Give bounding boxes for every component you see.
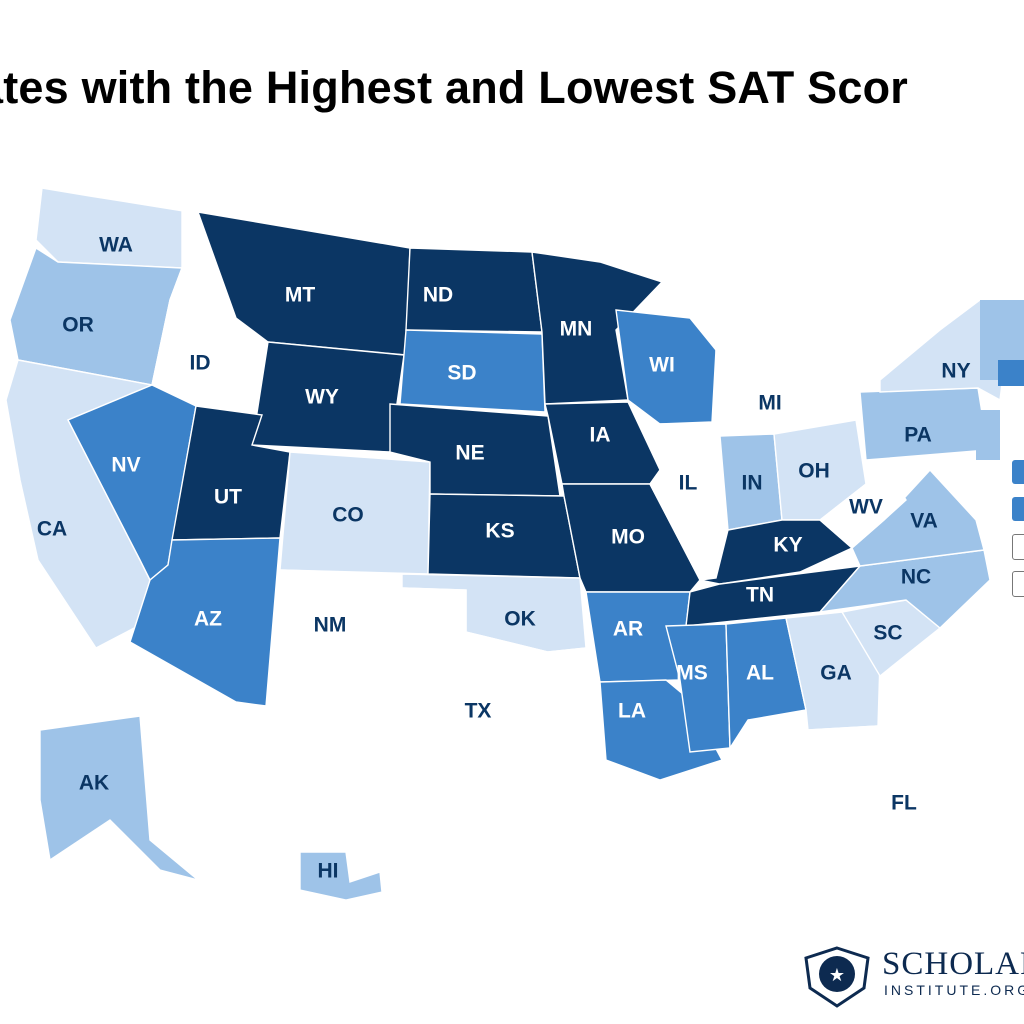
map-title: ates with the Highest and Lowest SAT Sco… <box>0 62 908 113</box>
state-MS <box>665 623 731 753</box>
northeast-small-states <box>976 300 1024 460</box>
legend-swatch-2 <box>1012 497 1024 521</box>
state-WI <box>615 309 717 425</box>
state-label-WY: WY <box>305 386 339 409</box>
state-label-NV: NV <box>111 454 140 477</box>
state-label-AR: AR <box>613 618 643 641</box>
state-label-NM: NM <box>314 614 347 637</box>
state-label-FL: FL <box>891 792 917 815</box>
state-label-PA: PA <box>904 424 932 447</box>
state-label-ID: ID <box>190 352 211 375</box>
state-AK <box>39 715 199 881</box>
state-AZ <box>129 537 281 707</box>
state-label-HI: HI <box>318 860 339 883</box>
state-label-AL: AL <box>746 662 774 685</box>
legend-swatch-4 <box>1012 571 1024 597</box>
state-MN <box>531 251 664 405</box>
state-label-OR: OR <box>62 314 94 337</box>
state-label-AZ: AZ <box>194 608 222 631</box>
state-HI <box>299 851 383 901</box>
state-label-IL: IL <box>679 472 698 495</box>
state-label-UT: UT <box>214 486 242 509</box>
state-label-MO: MO <box>611 526 645 549</box>
logo-subtitle: INSTITUTE.ORG <box>884 982 1024 998</box>
state-label-KS: KS <box>485 520 514 543</box>
state-label-OH: OH <box>798 460 830 483</box>
state-label-MI: MI <box>758 392 781 415</box>
state-label-LA: LA <box>618 700 646 723</box>
state-label-MT: MT <box>285 284 315 307</box>
state-label-MS: MS <box>676 662 708 685</box>
state-label-VA: VA <box>910 510 938 533</box>
scholarship-institute-logo: ★ SCHOLARSI INSTITUTE.ORG <box>800 944 1024 1008</box>
state-label-IN: IN <box>742 472 763 495</box>
state-label-NY: NY <box>941 360 970 383</box>
state-label-WA: WA <box>99 234 133 257</box>
state-label-SD: SD <box>447 362 476 385</box>
state-label-KY: KY <box>773 534 802 557</box>
state-label-GA: GA <box>820 662 852 685</box>
state-label-CA: CA <box>37 518 67 541</box>
state-SD <box>399 329 546 413</box>
state-TX <box>399 587 609 821</box>
state-label-NE: NE <box>455 442 484 465</box>
state-WV <box>818 473 907 549</box>
state-label-WI: WI <box>649 354 675 377</box>
legend-swatch-1 <box>1012 460 1024 484</box>
logo-name: SCHOLARSI <box>882 946 1024 982</box>
state-AL <box>725 617 807 751</box>
state-label-MN: MN <box>560 318 593 341</box>
state-NM <box>279 569 403 713</box>
state-label-SC: SC <box>873 622 902 645</box>
state-label-WV: WV <box>849 496 883 519</box>
state-label-TX: TX <box>465 700 492 723</box>
state-label-TN: TN <box>746 584 774 607</box>
state-label-OK: OK <box>504 608 536 631</box>
shield-icon: ★ <box>804 946 870 1008</box>
state-label-CO: CO <box>332 504 364 527</box>
state-label-NC: NC <box>901 566 931 589</box>
svg-text:★: ★ <box>829 965 845 986</box>
state-FL <box>747 719 941 871</box>
state-label-ND: ND <box>423 284 453 307</box>
state-MI <box>699 279 801 433</box>
state-label-IA: IA <box>590 424 611 447</box>
state-label-AK: AK <box>79 772 109 795</box>
legend-swatch-3 <box>1012 534 1024 560</box>
